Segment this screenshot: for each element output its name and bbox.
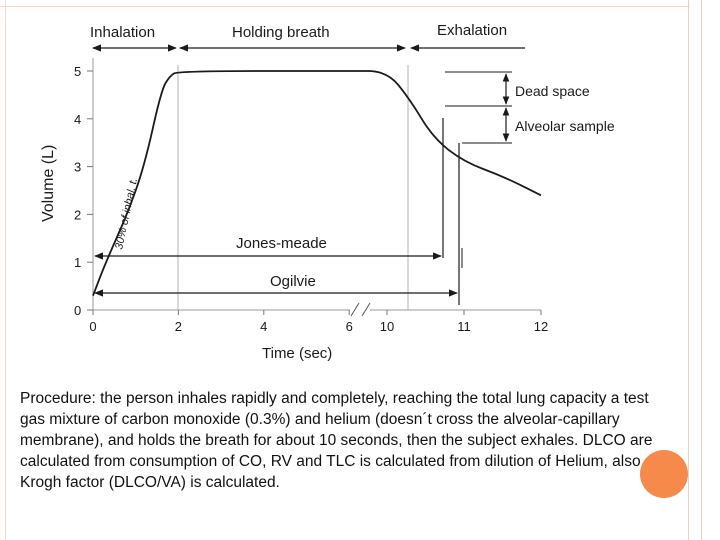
x-ticks: 0 2 4 6 10 11 12 [89, 310, 548, 334]
x-tick-label: 2 [175, 319, 182, 334]
y-axis-label: Volume (L) [40, 145, 57, 222]
slide-left-border [0, 0, 6, 540]
x-tick-label: 10 [380, 319, 394, 334]
x-tick-label: 6 [346, 319, 353, 334]
y-tick-label: 3 [74, 160, 81, 175]
accent-dot-decoration [640, 450, 688, 498]
y-tick-label: 2 [74, 207, 81, 222]
x-tick-label: 0 [89, 319, 96, 334]
y-tick-label: 1 [74, 255, 81, 270]
volume-curve [92, 70, 542, 297]
jones-meade-label: Jones-meade [236, 235, 327, 252]
x-axis-break [350, 302, 371, 317]
y-tick-label: 0 [74, 303, 81, 318]
phase-label-holding: Holding breath [232, 24, 330, 41]
slide-right-border [688, 0, 702, 540]
phase-label-inhalation: Inhalation [90, 24, 155, 41]
y-tick-label: 5 [74, 64, 81, 79]
y-tick-label: 4 [74, 112, 81, 127]
x-tick-label: 4 [260, 319, 267, 334]
x-axis-label: Time (sec) [262, 345, 332, 362]
ogilvie-label: Ogilvie [270, 273, 316, 290]
x-tick-label: 11 [457, 319, 471, 334]
volume-time-chart: Inhalation Holding breath Exhalation 012… [40, 22, 615, 362]
procedure-caption: Procedure: the person inhales rapidly an… [20, 390, 653, 491]
slide-top-border [0, 6, 690, 7]
phase-label-exhalation: Exhalation [437, 22, 507, 39]
dead-space-label: Dead space [515, 83, 590, 99]
y-ticks: 0 1 2 3 4 5 [74, 64, 93, 318]
alveolar-sample-label: Alveolar sample [515, 118, 615, 134]
x-tick-label: 12 [534, 319, 548, 334]
